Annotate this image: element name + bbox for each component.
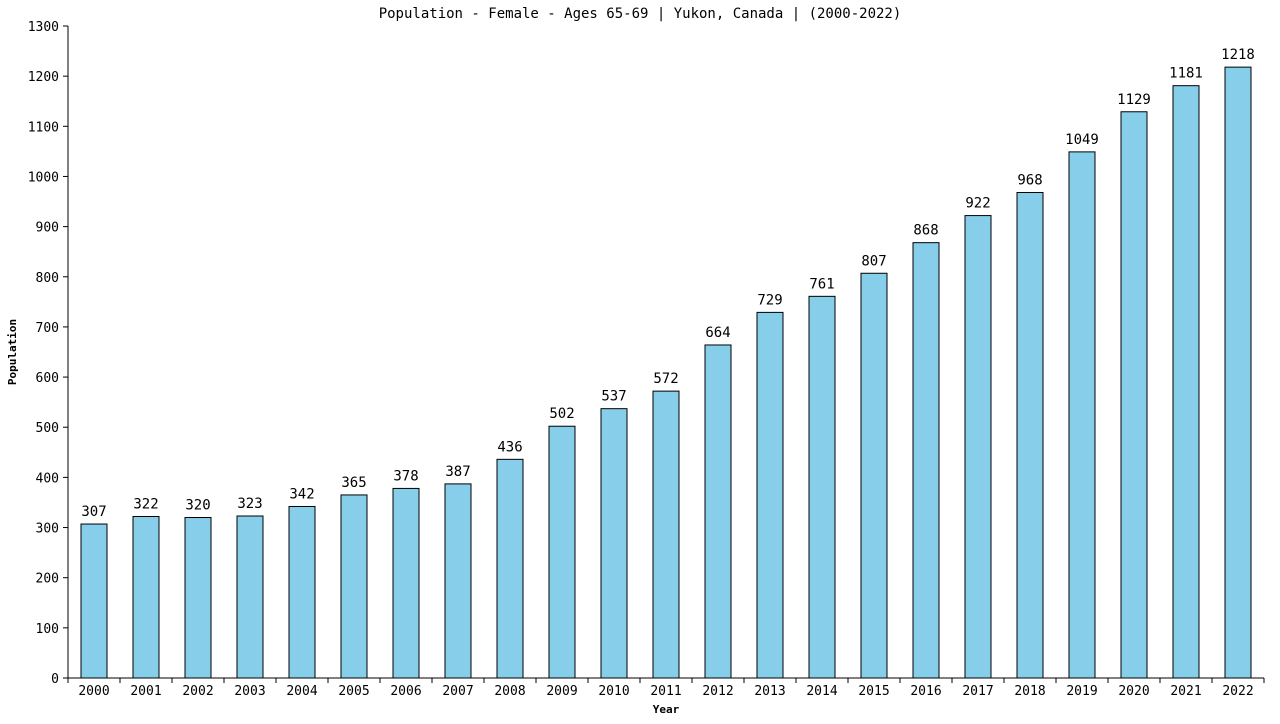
data-label: 342 xyxy=(289,486,314,502)
bar xyxy=(444,483,472,679)
bar xyxy=(132,516,160,679)
data-label: 365 xyxy=(341,475,366,491)
y-tick-label: 900 xyxy=(36,221,59,236)
x-tick-label: 2001 xyxy=(130,684,161,699)
y-tick-label: 400 xyxy=(36,471,59,486)
bar xyxy=(1172,85,1200,679)
bar xyxy=(808,295,836,679)
bars xyxy=(80,66,1252,679)
x-tick-label: 2009 xyxy=(546,684,577,699)
chart-title: Population - Female - Ages 65-69 | Yukon… xyxy=(379,6,902,22)
y-tick-label: 1000 xyxy=(28,170,59,185)
x-tick-label: 2008 xyxy=(494,684,525,699)
y-tick-label: 1100 xyxy=(28,120,59,135)
data-label: 537 xyxy=(601,389,626,405)
bar xyxy=(340,494,368,679)
data-label: 378 xyxy=(393,468,418,484)
y-tick-label: 1200 xyxy=(28,70,59,85)
y-tick-label: 500 xyxy=(36,421,59,436)
bar xyxy=(80,523,108,679)
data-label: 387 xyxy=(445,464,470,480)
data-label: 307 xyxy=(81,504,106,520)
x-tick-label: 2018 xyxy=(1014,684,1045,699)
bar xyxy=(704,344,732,679)
bar xyxy=(1016,192,1044,679)
x-axis-label: Year xyxy=(653,703,680,716)
x-tick-label: 2006 xyxy=(390,684,421,699)
data-label: 572 xyxy=(653,371,678,387)
bar xyxy=(1224,66,1252,679)
y-axis-label: Population xyxy=(6,319,19,385)
y-tick-label: 100 xyxy=(36,622,59,637)
data-label: 323 xyxy=(237,496,262,512)
y-tick-label: 200 xyxy=(36,572,59,587)
data-label: 664 xyxy=(705,325,730,341)
y-tick-label: 700 xyxy=(36,321,59,336)
bar xyxy=(912,242,940,679)
x-tick-label: 2019 xyxy=(1066,684,1097,699)
bar xyxy=(1068,151,1096,679)
y-tick-label: 0 xyxy=(51,672,59,687)
data-label: 968 xyxy=(1017,173,1042,189)
x-tick-label: 2010 xyxy=(598,684,629,699)
x-tick-label: 2011 xyxy=(650,684,681,699)
data-label: 436 xyxy=(497,439,522,455)
x-tick-label: 2003 xyxy=(234,684,265,699)
data-label: 922 xyxy=(965,196,990,212)
x-tick-label: 2021 xyxy=(1170,684,1201,699)
data-labels: 307 322 320 323 342 365 378 387 436 502 537 572 664 7… xyxy=(81,47,1255,520)
data-label: 729 xyxy=(757,292,782,308)
x-tick-label: 2012 xyxy=(702,684,733,699)
data-label: 868 xyxy=(913,223,938,239)
bar xyxy=(1120,111,1148,679)
bar xyxy=(860,272,888,679)
y-axis-ticks: 0 100 200 300 400 500 600 700 800 900 1000 1100 1200… xyxy=(28,20,68,687)
x-axis-ticks: 2000 2001 2002 2003 2004 2005 2006 2007 2008 2009… xyxy=(67,678,1254,699)
x-tick-label: 2000 xyxy=(78,684,109,699)
x-tick-label: 2017 xyxy=(962,684,993,699)
bar xyxy=(392,487,420,679)
x-tick-label: 2007 xyxy=(442,684,473,699)
x-tick-label: 2014 xyxy=(806,684,837,699)
x-tick-label: 2022 xyxy=(1222,684,1253,699)
data-label: 1218 xyxy=(1221,47,1255,63)
bar xyxy=(236,515,264,679)
bar xyxy=(964,215,992,679)
y-tick-label: 300 xyxy=(36,522,59,537)
y-tick-label: 1300 xyxy=(28,20,59,35)
data-label: 502 xyxy=(549,406,574,422)
bar xyxy=(548,425,576,679)
x-tick-label: 2002 xyxy=(182,684,213,699)
data-label: 320 xyxy=(185,498,210,514)
x-tick-label: 2015 xyxy=(858,684,889,699)
x-tick-label: 2005 xyxy=(338,684,369,699)
data-label: 807 xyxy=(861,253,886,269)
data-label: 1181 xyxy=(1169,66,1203,82)
data-label: 1049 xyxy=(1065,132,1099,148)
y-tick-label: 800 xyxy=(36,271,59,286)
y-tick-label: 600 xyxy=(36,371,59,386)
bar xyxy=(652,390,680,679)
x-tick-label: 2013 xyxy=(754,684,785,699)
x-tick-label: 2020 xyxy=(1118,684,1149,699)
data-label: 1129 xyxy=(1117,92,1151,108)
bar xyxy=(288,505,316,679)
bar xyxy=(600,408,628,679)
bar xyxy=(184,517,212,679)
data-label: 322 xyxy=(133,497,158,513)
x-tick-label: 2004 xyxy=(286,684,317,699)
x-tick-label: 2016 xyxy=(910,684,941,699)
bar xyxy=(496,458,524,679)
bar xyxy=(756,311,784,679)
data-label: 761 xyxy=(809,276,834,292)
